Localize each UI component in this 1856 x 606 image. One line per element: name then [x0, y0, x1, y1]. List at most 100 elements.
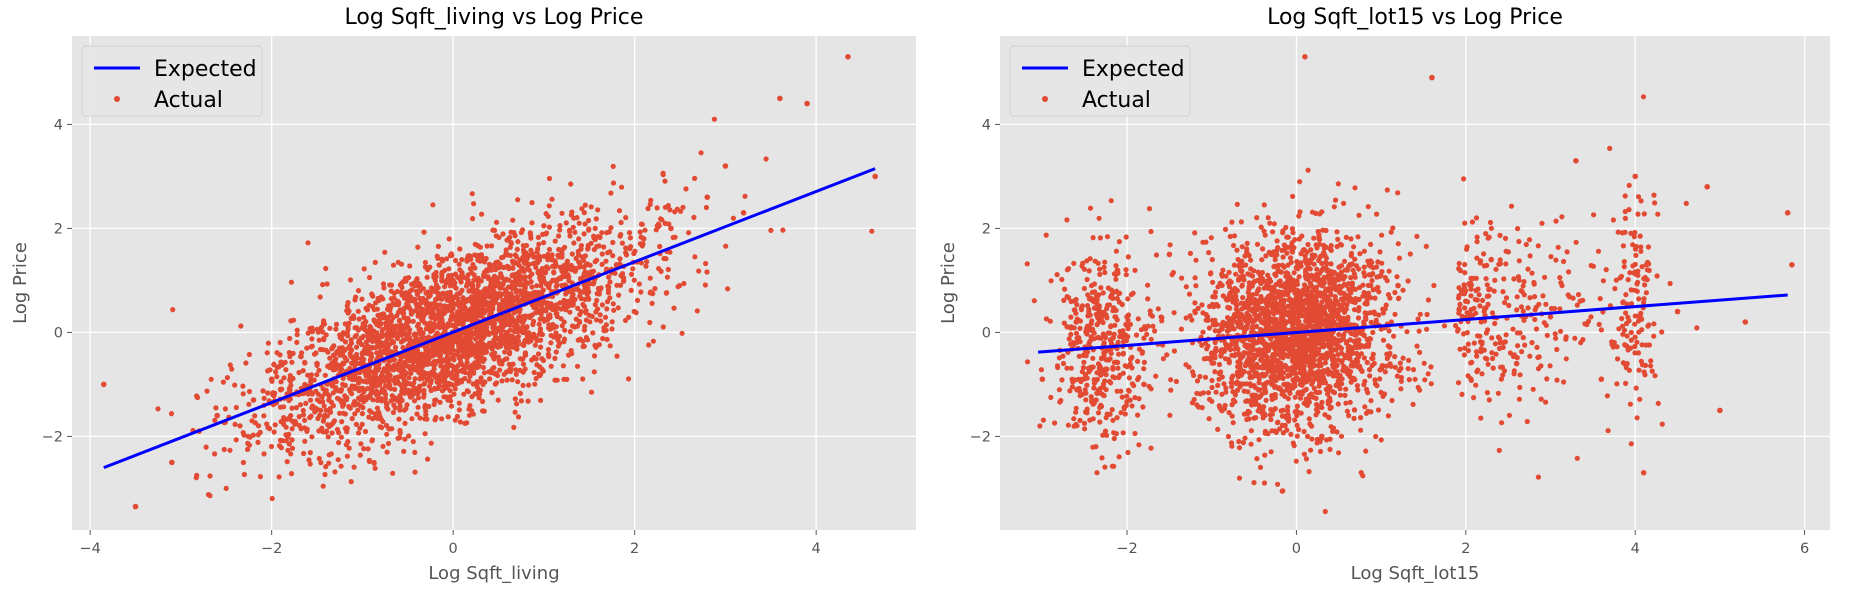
scatter-cloud-point [343, 321, 348, 326]
scatter-cloud-point [1411, 367, 1416, 372]
scatter-cloud-point [275, 365, 280, 370]
scatter-cloud-point [611, 308, 616, 313]
scatter-cloud-point [261, 451, 266, 456]
scatter-cloud-point [522, 277, 527, 282]
scatter-cloud-point [561, 263, 566, 268]
scatter-cloud-point [381, 285, 386, 290]
scatter-cloud-point [461, 392, 466, 397]
scatter-cloud-point [387, 374, 392, 379]
scatter-cloud-point [450, 280, 455, 285]
scatter-cloud-point [1636, 194, 1641, 199]
scatter-cloud-point [336, 457, 341, 462]
scatter-cloud-point [323, 266, 328, 271]
scatter-cloud-point [439, 416, 444, 421]
scatter-cloud-point [1164, 352, 1169, 357]
scatter-cloud-point [345, 300, 350, 305]
scatter-cloud-point [1195, 378, 1200, 383]
scatter-cloud-point [579, 254, 584, 259]
scatter-cloud-point [663, 205, 668, 210]
scatter-cloud-point [1386, 343, 1391, 348]
scatter-cloud-point [528, 279, 533, 284]
scatter-point [432, 345, 438, 351]
scatter-cloud-point [344, 429, 349, 434]
scatter-cloud-point [404, 402, 409, 407]
scatter-cloud-point [380, 444, 385, 449]
scatter-cloud-point [557, 223, 562, 228]
scatter-cloud-point [321, 418, 326, 423]
scatter-cloud-point [1612, 286, 1617, 291]
scatter-cloud-point [339, 387, 344, 392]
scatter-cloud-point [611, 301, 616, 306]
scatter-cloud-point [529, 220, 534, 225]
scatter-cloud-point [469, 394, 474, 399]
scatter-cloud-point [1219, 408, 1224, 413]
scatter-cloud-point [464, 329, 469, 334]
scatter-cloud-point [435, 254, 440, 259]
scatter-cloud-point [547, 225, 552, 230]
scatter-cloud-point [1488, 287, 1493, 292]
scatter-cloud-point [599, 230, 604, 235]
scatter-cloud-point [607, 295, 612, 300]
scatter-cloud-point [295, 328, 300, 333]
scatter-cloud-point [386, 441, 391, 446]
scatter-cloud-point [1259, 257, 1264, 262]
scatter-cloud-point [1360, 369, 1365, 374]
scatter-cloud-point [475, 349, 480, 354]
scatter-cloud-point [1502, 300, 1507, 305]
scatter-cloud-point [541, 240, 546, 245]
scatter-cloud-point [457, 407, 462, 412]
scatter-cloud-point [473, 302, 478, 307]
scatter-cloud-point [309, 336, 314, 341]
scatter-cloud-point [538, 338, 543, 343]
scatter-cloud-point [616, 305, 621, 310]
scatter-cloud-point [396, 260, 401, 265]
scatter-cloud-point [389, 296, 394, 301]
scatter-cloud-point [358, 453, 363, 458]
scatter-cloud-point [616, 293, 621, 298]
scatter-cloud-point [696, 268, 701, 273]
scatter-cloud-point [407, 388, 412, 393]
scatter-cloud-point [372, 307, 377, 312]
scatter-cloud-point [367, 408, 372, 413]
scatter-cloud-point [575, 306, 580, 311]
scatter-cloud-point [301, 368, 306, 373]
scatter-cloud-point [1193, 275, 1198, 280]
scatter-cloud-point [361, 357, 366, 362]
scatter-cloud-point [1304, 456, 1309, 461]
scatter-cloud-point [359, 393, 364, 398]
scatter-cloud-point [1096, 410, 1101, 415]
scatter-cloud-point [1125, 296, 1130, 301]
scatter-cloud-point [589, 241, 594, 246]
scatter-cloud-point [451, 357, 456, 362]
scatter-cloud-point [1120, 395, 1125, 400]
legend-label-expected: Expected [154, 57, 257, 82]
scatter-cloud-point [283, 367, 288, 372]
scatter-cloud-point [387, 426, 392, 431]
scatter-cloud-point [500, 231, 505, 236]
scatter-cloud-point [518, 356, 523, 361]
scatter-cloud-point [603, 315, 608, 320]
scatter-cloud-point [638, 289, 643, 294]
scatter-cloud-point [568, 181, 573, 186]
scatter-cloud-point [1174, 379, 1179, 384]
scatter-cloud-point [555, 277, 560, 282]
scatter-cloud-point [344, 358, 349, 363]
scatter-cloud-point [407, 319, 412, 324]
scatter-cloud-point [1365, 360, 1370, 365]
scatter-cloud-point [241, 460, 246, 465]
scatter-cloud-point [1132, 431, 1137, 436]
scatter-cloud-point [1280, 489, 1285, 494]
scatter-cloud-point [475, 379, 480, 384]
scatter-cloud-point [354, 325, 359, 330]
scatter-cloud-point [742, 194, 747, 199]
scatter-cloud-point [432, 359, 437, 364]
scatter-cloud-point [1239, 219, 1244, 224]
scatter-cloud-point [170, 307, 175, 312]
scatter-cloud-point [1503, 261, 1508, 266]
scatter-cloud-point [1168, 377, 1173, 382]
scatter-cloud-point [598, 318, 603, 323]
scatter-cloud-point [678, 209, 683, 214]
scatter-cloud-point [569, 289, 574, 294]
scatter-cloud-point [1213, 290, 1218, 295]
scatter-cloud-point [1575, 303, 1580, 308]
